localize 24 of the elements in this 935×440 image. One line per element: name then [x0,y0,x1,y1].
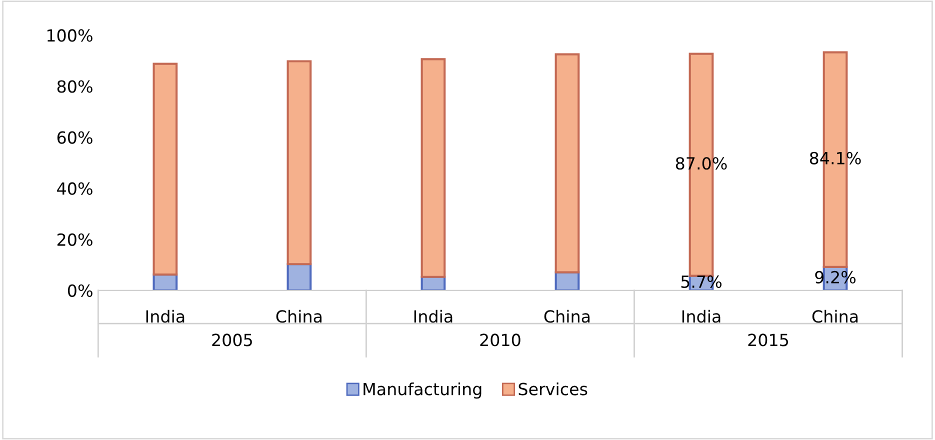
x-tick-label: India [146,310,184,323]
x-tick-label: China [812,310,858,323]
bar [286,60,312,266]
x-tick-label: China [276,310,322,323]
bar [554,53,580,274]
y-tick-label: 0% [68,284,92,297]
data-label: 9.2% [815,270,856,284]
text: 2010 [480,334,520,346]
legend-label: Manufacturing [364,382,482,399]
text: 2015 [748,334,788,346]
bar [152,62,178,276]
bar [286,263,312,290]
y-tick-label: 40% [57,182,92,195]
x-tick-label: India [414,310,452,323]
legend-label: Services [518,382,588,396]
y-tick-label: 20% [57,233,92,246]
y-tick-label: 60% [57,131,92,144]
y-tick-label: 100% [47,29,92,42]
data-label: 5.7% [681,275,722,288]
text: 2005 [212,334,252,346]
bar [420,58,446,278]
x-tick-label: China [544,310,590,323]
x-tick-label: India [682,310,720,323]
y-tick-label: 80% [57,80,92,93]
